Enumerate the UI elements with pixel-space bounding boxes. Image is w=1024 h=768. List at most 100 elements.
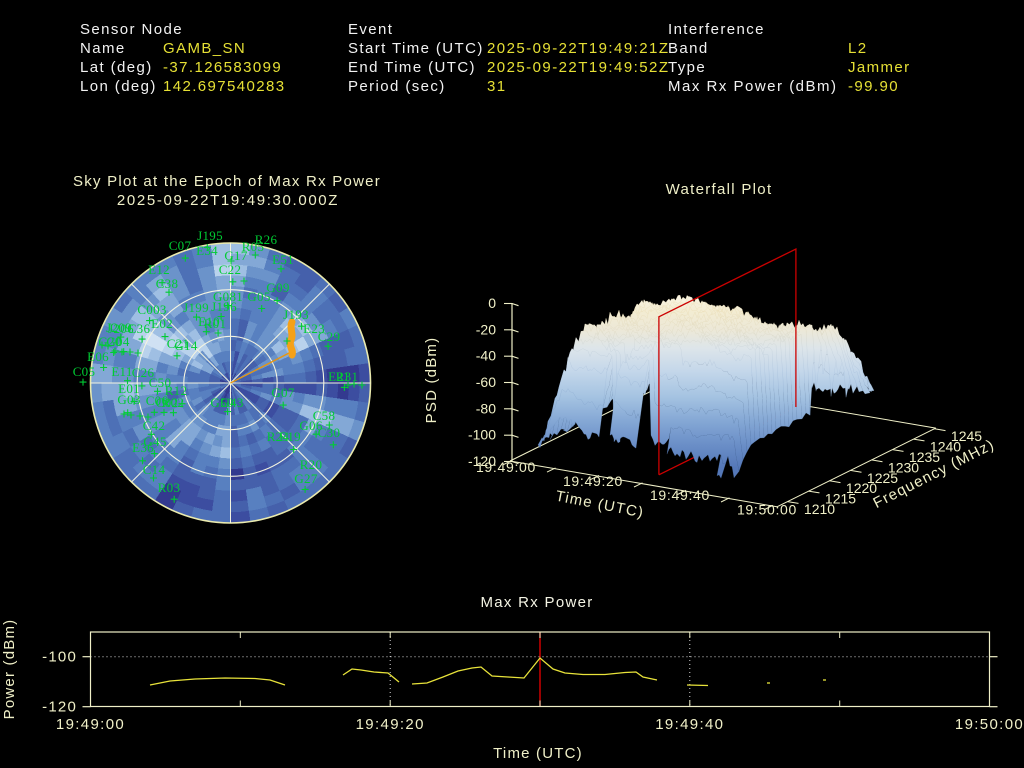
svg-text:C14: C14 xyxy=(143,462,166,477)
svg-text:19:50:00: 19:50:00 xyxy=(955,716,1024,733)
svg-text:Jammer: Jammer xyxy=(848,59,911,76)
svg-text:C58: C58 xyxy=(313,408,336,423)
svg-text:Sensor Node: Sensor Node xyxy=(80,21,183,38)
svg-text:E19: E19 xyxy=(279,429,301,444)
svg-text:C36: C36 xyxy=(128,321,151,336)
svg-text:19:49:20: 19:49:20 xyxy=(356,716,425,733)
svg-text:C07: C07 xyxy=(169,238,192,253)
svg-text:C003: C003 xyxy=(137,302,166,317)
svg-text:142.697540283: 142.697540283 xyxy=(163,78,285,95)
svg-text:C30: C30 xyxy=(318,425,341,440)
svg-text:R26: R26 xyxy=(255,232,278,247)
svg-text:Lat (deg): Lat (deg) xyxy=(80,59,153,76)
svg-text:1220: 1220 xyxy=(846,480,877,496)
svg-text:Sky Plot at the Epoch of Max R: Sky Plot at the Epoch of Max Rx Power xyxy=(73,173,381,190)
svg-text:-80: -80 xyxy=(476,400,496,416)
svg-text:-100: -100 xyxy=(468,427,496,443)
svg-text:E51: E51 xyxy=(272,252,294,267)
svg-text:1225: 1225 xyxy=(867,470,898,486)
svg-text:-99.90: -99.90 xyxy=(848,78,899,95)
svg-text:Max Rx Power: Max Rx Power xyxy=(480,594,593,611)
svg-text:R31: R31 xyxy=(336,369,359,384)
svg-text:G17: G17 xyxy=(224,248,247,263)
svg-text:C29: C29 xyxy=(318,329,341,344)
svg-text:31: 31 xyxy=(487,78,507,95)
svg-text:19:50:00: 19:50:00 xyxy=(737,502,797,518)
svg-text:E02: E02 xyxy=(151,316,173,331)
svg-text:-120: -120 xyxy=(468,453,496,469)
svg-text:C06: C06 xyxy=(146,393,169,408)
svg-text:End Time (UTC): End Time (UTC) xyxy=(348,59,476,76)
svg-text:G14: G14 xyxy=(174,338,197,353)
svg-text:-100: -100 xyxy=(42,649,77,666)
svg-text:GAMB_SN: GAMB_SN xyxy=(163,40,246,57)
svg-text:R05: R05 xyxy=(242,239,265,254)
svg-text:J199: J199 xyxy=(183,300,209,315)
svg-text:-37.126583099: -37.126583099 xyxy=(163,59,282,76)
svg-text:C22: C22 xyxy=(219,262,242,277)
svg-text:J209: J209 xyxy=(106,320,132,335)
svg-text:C21: C21 xyxy=(167,336,190,351)
svg-text:G45: G45 xyxy=(143,434,166,449)
svg-text:E10: E10 xyxy=(198,314,220,329)
svg-text:C02: C02 xyxy=(156,395,179,410)
svg-text:PSD (dBm): PSD (dBm) xyxy=(423,337,440,424)
svg-text:C42: C42 xyxy=(143,418,166,433)
svg-text:1240: 1240 xyxy=(930,439,961,455)
svg-text:Interference: Interference xyxy=(668,21,765,38)
svg-text:19:49:40: 19:49:40 xyxy=(650,487,710,503)
svg-text:E11: E11 xyxy=(111,364,132,379)
svg-text:G43: G43 xyxy=(220,395,243,410)
svg-text:1210: 1210 xyxy=(804,501,835,517)
svg-text:Waterfall Plot: Waterfall Plot xyxy=(666,181,773,198)
svg-text:G07: G07 xyxy=(271,385,294,400)
svg-text:C38: C38 xyxy=(156,276,179,291)
svg-text:R20: R20 xyxy=(300,457,323,472)
svg-text:G50: G50 xyxy=(210,395,233,410)
svg-text:19:49:20: 19:49:20 xyxy=(563,473,623,489)
svg-text:E12: E12 xyxy=(148,262,170,277)
svg-text:19:49:00: 19:49:00 xyxy=(56,716,125,733)
svg-text:E01: E01 xyxy=(118,381,140,396)
svg-text:G09: G09 xyxy=(266,280,289,295)
svg-text:R03: R03 xyxy=(158,480,181,495)
svg-text:2025-09-22T19:49:21Z: 2025-09-22T19:49:21Z xyxy=(487,40,669,57)
svg-text:1230: 1230 xyxy=(888,459,919,475)
svg-text:G03: G03 xyxy=(117,392,140,407)
svg-text:Time (UTC): Time (UTC) xyxy=(493,745,583,762)
svg-text:1235: 1235 xyxy=(909,449,940,465)
svg-text:G04: G04 xyxy=(106,334,129,349)
svg-text:E36: E36 xyxy=(132,440,154,455)
svg-text:R02: R02 xyxy=(162,395,185,410)
svg-text:E23: E23 xyxy=(303,321,325,336)
svg-text:-40: -40 xyxy=(476,348,496,364)
svg-text:1215: 1215 xyxy=(825,491,856,507)
svg-text:R24: R24 xyxy=(267,429,290,444)
svg-text:-120: -120 xyxy=(42,699,77,716)
svg-text:Power (dBm): Power (dBm) xyxy=(1,619,18,720)
svg-text:-20: -20 xyxy=(476,321,496,337)
svg-text:J195: J195 xyxy=(197,228,223,243)
svg-text:G081: G081 xyxy=(213,289,243,304)
svg-text:0: 0 xyxy=(488,295,496,311)
svg-text:19:49:40: 19:49:40 xyxy=(655,716,724,733)
svg-text:2025-09-22T19:49:30.000Z: 2025-09-22T19:49:30.000Z xyxy=(117,192,339,209)
svg-text:Period (sec): Period (sec) xyxy=(348,78,446,95)
svg-text:L2: L2 xyxy=(848,40,868,57)
svg-text:1245: 1245 xyxy=(951,428,982,444)
svg-text:J193: J193 xyxy=(283,307,309,322)
svg-text:C50: C50 xyxy=(149,375,172,390)
svg-text:Max Rx Power (dBm): Max Rx Power (dBm) xyxy=(668,78,838,95)
svg-text:Lon (deg): Lon (deg) xyxy=(80,78,157,95)
svg-text:Type: Type xyxy=(668,59,706,76)
svg-text:C05: C05 xyxy=(73,364,96,379)
svg-text:2025-09-22T19:49:52Z: 2025-09-22T19:49:52Z xyxy=(487,59,669,76)
svg-text:Band: Band xyxy=(668,40,709,57)
svg-text:G05: G05 xyxy=(247,289,270,304)
svg-text:C26: C26 xyxy=(132,365,155,380)
svg-text:G06: G06 xyxy=(299,418,322,433)
svg-text:E21: E21 xyxy=(328,369,350,384)
svg-text:J206: J206 xyxy=(108,321,134,336)
svg-text:Start Time (UTC): Start Time (UTC) xyxy=(348,40,484,57)
svg-text:Event: Event xyxy=(348,21,393,38)
